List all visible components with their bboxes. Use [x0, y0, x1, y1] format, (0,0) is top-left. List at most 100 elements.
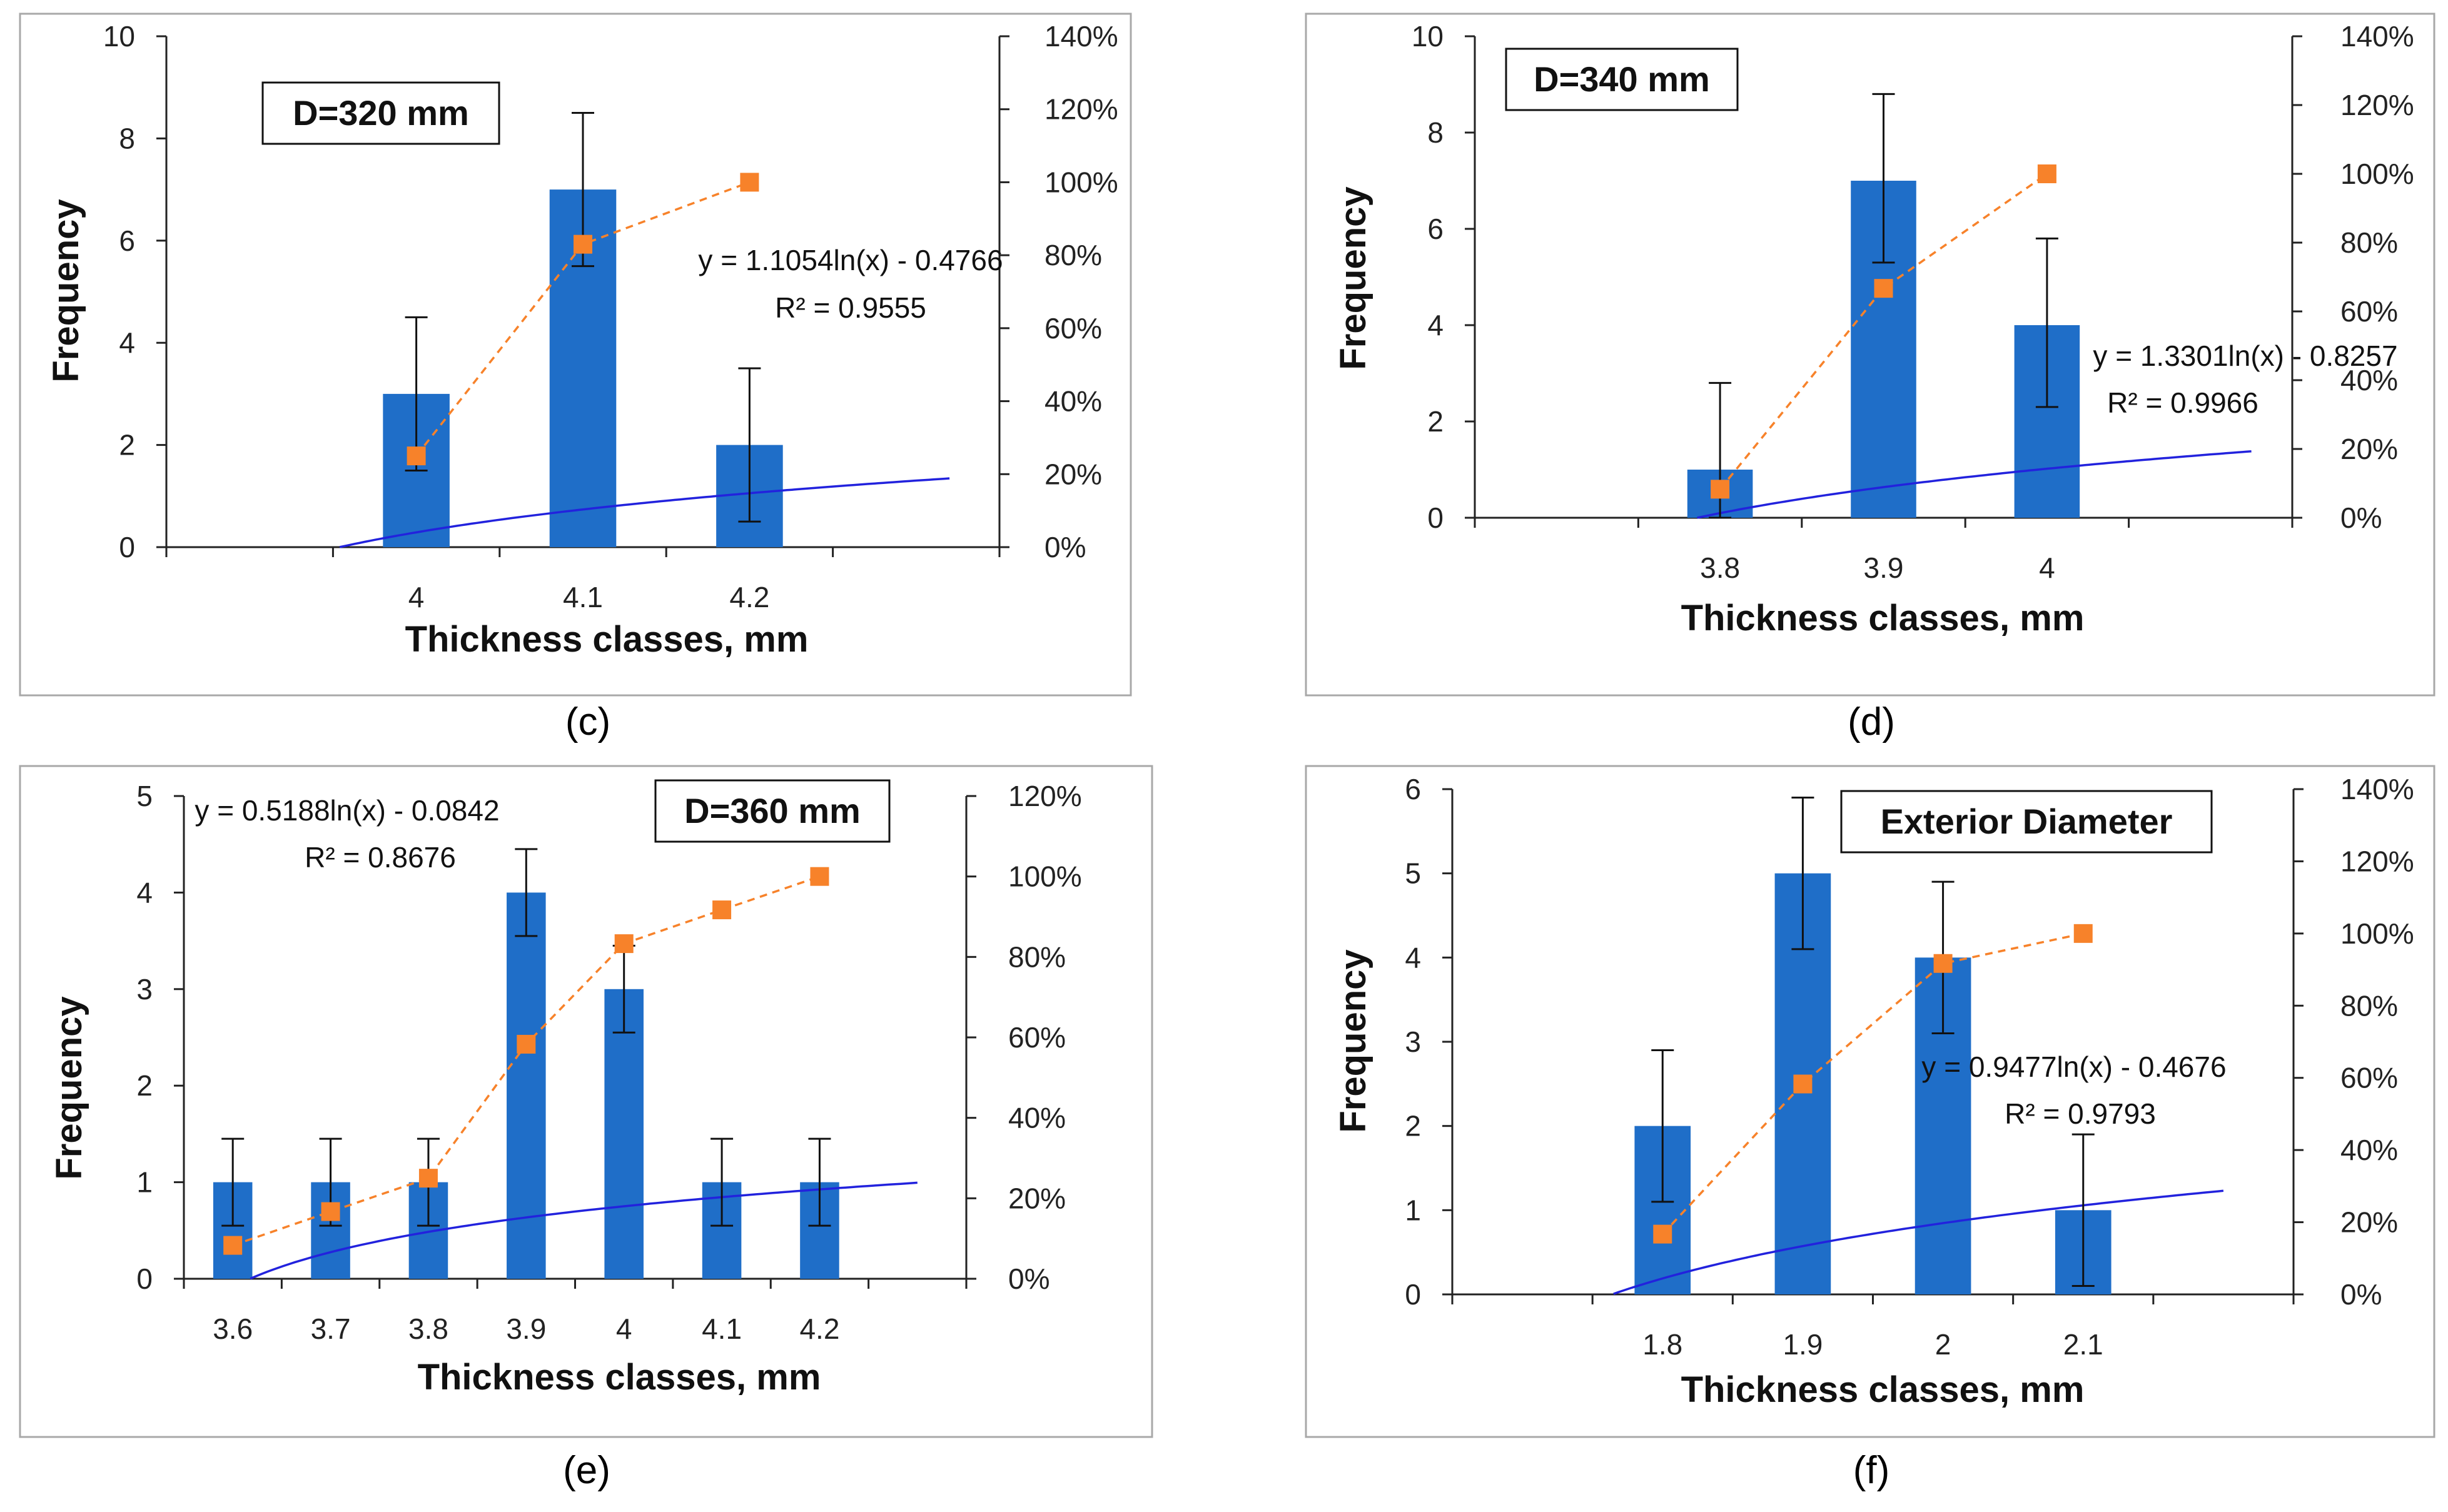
- x-axis-title: Thickness classes, mm: [1681, 1369, 2085, 1410]
- y2-tick-label: 100%: [2340, 917, 2414, 950]
- chart-title: D=320 mm: [293, 93, 469, 133]
- chart-panel-3: 0 1 2 3 4 5 0% 20% 40% 60% 80% 100% 120% 3.6 3.7 3.8 3.9…: [19, 765, 1153, 1492]
- y-axis-title: Frequency: [49, 996, 89, 1179]
- panel-label: (e): [563, 1449, 610, 1492]
- y-tick-label: 4: [119, 326, 135, 359]
- y-axis-title: Frequency: [1333, 949, 1373, 1132]
- trendline-equation: y = 0.9477ln(x) - 0.4676: [1921, 1051, 2226, 1083]
- cumulative-point: [2073, 924, 2093, 943]
- y-tick-label: 4: [1427, 309, 1444, 341]
- y2-tick-label: 100%: [2340, 158, 2414, 190]
- y2-tick-label: 60%: [2340, 295, 2398, 328]
- y2-tick-label: 120%: [1044, 93, 1118, 126]
- y2-tick-label: 100%: [1044, 166, 1118, 198]
- y2-tick-label: 100%: [1008, 860, 1082, 893]
- x-tick-label: 3.8: [408, 1313, 448, 1345]
- cumulative-point: [1933, 954, 1953, 973]
- cumulative-point: [740, 173, 759, 192]
- y-tick-label: 0: [1405, 1278, 1421, 1311]
- panel-label: (c): [565, 700, 610, 743]
- y2-tick-label: 40%: [2340, 364, 2398, 396]
- y2-tick-label: 40%: [2340, 1134, 2398, 1166]
- cumulative-point: [517, 1034, 536, 1054]
- chart-frame: [1305, 765, 2435, 1438]
- chart-frame: [19, 765, 1153, 1438]
- y2-tick-label: 80%: [2340, 226, 2398, 259]
- y-tick-label: 10: [1412, 20, 1444, 53]
- y2-tick-label: 0%: [2340, 1278, 2382, 1311]
- y2-tick-label: 80%: [1044, 239, 1102, 271]
- y-axis-title: Frequency: [46, 199, 86, 382]
- y2-tick-label: 40%: [1044, 385, 1102, 418]
- x-tick-label: 3.7: [311, 1313, 351, 1345]
- cumulative-point: [574, 234, 592, 254]
- y-tick-label: 4: [136, 876, 153, 909]
- x-tick-label: 4.1: [563, 581, 603, 613]
- x-tick-label: 4: [616, 1313, 632, 1345]
- x-axis-title: Thickness classes, mm: [405, 619, 809, 660]
- bar: [604, 989, 644, 1279]
- y2-tick-label: 20%: [2340, 433, 2398, 465]
- y2-tick-label: 20%: [1044, 458, 1102, 490]
- x-tick-label: 1.9: [1783, 1328, 1823, 1361]
- cumulative-point: [712, 900, 732, 920]
- x-tick-label: 1.8: [1642, 1328, 1682, 1361]
- trendline-equation: y = 1.3301ln(x) - 0.8257: [2093, 340, 2397, 372]
- chart-title-box: [1840, 790, 2213, 854]
- trendline-r2: R² = 0.9966: [2107, 386, 2258, 419]
- x-axis-title: Thickness classes, mm: [1681, 598, 2085, 638]
- y-tick-label: 1: [136, 1166, 153, 1199]
- y2-tick-label: 20%: [1008, 1182, 1066, 1214]
- x-tick-label: 2.1: [2063, 1328, 2103, 1361]
- y-tick-label: 4: [1405, 941, 1421, 974]
- x-tick-label: 3.8: [1700, 552, 1740, 584]
- y2-tick-label: 80%: [1008, 940, 1066, 973]
- y2-tick-label: 120%: [2340, 89, 2414, 121]
- trendline-equation: y = 1.1054ln(x) - 0.4766: [698, 244, 1003, 276]
- trendline-r2: R² = 0.8676: [305, 841, 456, 874]
- y2-tick-label: 80%: [2340, 989, 2398, 1022]
- cumulative-point: [418, 1169, 438, 1188]
- x-tick-label: 3.9: [506, 1313, 546, 1345]
- cumulative-point: [1874, 279, 1893, 298]
- y2-tick-label: 0%: [2340, 501, 2382, 534]
- y-tick-label: 8: [119, 122, 135, 154]
- chart-title-box: [261, 81, 500, 145]
- cumulative-point: [1653, 1224, 1672, 1244]
- y-tick-label: 2: [1427, 405, 1444, 438]
- y2-tick-label: 120%: [1008, 780, 1082, 812]
- chart-title-box: [654, 779, 891, 843]
- y2-tick-label: 60%: [1044, 312, 1102, 345]
- y-tick-label: 3: [1405, 1026, 1421, 1058]
- log-trendline: [339, 477, 950, 548]
- y-tick-label: 5: [136, 780, 153, 812]
- y2-tick-label: 0%: [1044, 531, 1086, 563]
- panel-label: (f): [1853, 1449, 1890, 1492]
- y-axis-title: Frequency: [1333, 186, 1373, 370]
- y-tick-label: 6: [1427, 213, 1444, 245]
- x-tick-label: 4: [2039, 552, 2055, 584]
- y-tick-label: 0: [119, 531, 135, 563]
- cumulative-point: [2037, 164, 2056, 183]
- y2-tick-label: 140%: [2340, 773, 2414, 805]
- chart-title: D=360 mm: [684, 791, 861, 830]
- cumulative-point: [223, 1236, 243, 1255]
- y2-tick-label: 0%: [1008, 1263, 1050, 1295]
- x-tick-label: 4: [408, 581, 425, 613]
- y-tick-label: 8: [1427, 116, 1444, 149]
- chart-title: D=340 mm: [1534, 59, 1710, 99]
- cumulative-point: [321, 1202, 340, 1221]
- trendline-r2: R² = 0.9555: [775, 291, 926, 324]
- log-trendline: [1613, 1189, 2224, 1295]
- y2-tick-label: 140%: [2340, 20, 2414, 53]
- y-tick-label: 10: [103, 20, 135, 53]
- y-tick-label: 0: [1427, 501, 1444, 534]
- trendline-r2: R² = 0.9793: [2005, 1097, 2156, 1130]
- cumulative-point: [1711, 480, 1730, 499]
- y-tick-label: 2: [1405, 1110, 1421, 1142]
- x-tick-label: 4.2: [799, 1313, 839, 1345]
- cumulative-point: [1793, 1074, 1813, 1094]
